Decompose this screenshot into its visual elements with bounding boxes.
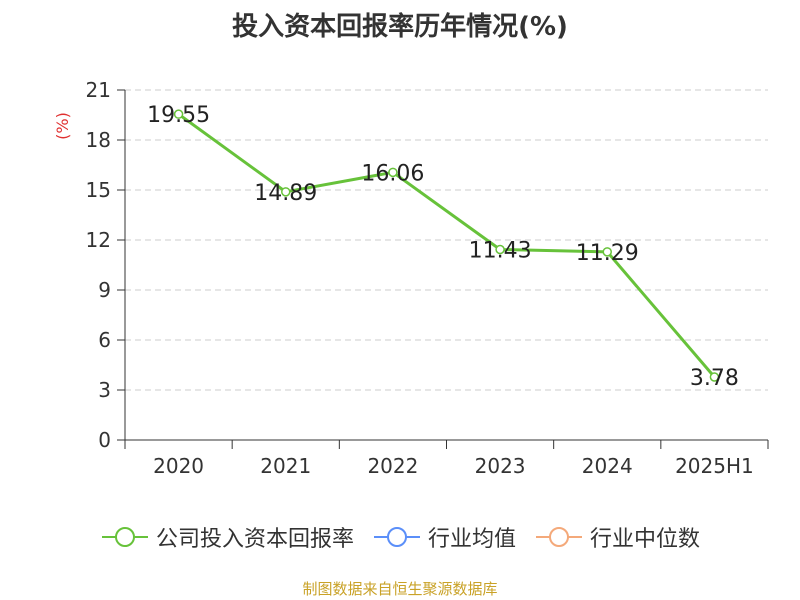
legend: 公司投入资本回报率 行业均值 行业中位数 [0, 520, 800, 554]
y-tick-label: 0 [98, 428, 111, 452]
y-tick-label: 15 [86, 178, 111, 202]
data-point [281, 187, 291, 197]
y-tick-label: 6 [98, 328, 111, 352]
y-tick-label: 12 [86, 228, 111, 252]
legend-item-industry-average[interactable]: 行业均值 [372, 521, 516, 553]
y-tick-label: 3 [98, 378, 111, 402]
data-point [602, 247, 612, 257]
legend-label: 公司投入资本回报率 [155, 527, 354, 552]
legend-item-industry-median[interactable]: 行业中位数 [534, 521, 700, 553]
data-label: 11.43 [469, 239, 532, 264]
data-label: 16.06 [361, 161, 424, 186]
data-point [388, 167, 398, 178]
data-label: 3.78 [690, 366, 739, 391]
chart-title: 投入资本回报率历年情况(%) [232, 12, 568, 42]
data-label: 19.55 [147, 103, 210, 128]
data-labels: 19.55 14.89 16.06 11.43 11.29 3.78 [147, 103, 739, 391]
y-tick-label: 21 [86, 78, 111, 102]
y-axis-label: (%) [53, 112, 72, 140]
data-point [709, 372, 720, 382]
grid-lines [125, 89, 768, 391]
y-tick-label: 9 [98, 278, 111, 302]
y-axis: 0 3 6 9 12 15 18 21 [86, 78, 126, 452]
x-axis: 2020 2021 2022 2023 2024 2025H1 [124, 439, 769, 478]
legend-marker-icon [536, 527, 582, 547]
source-note: 制图数据来自恒生聚源数据库 [302, 580, 498, 598]
y-tick-label: 18 [86, 128, 111, 152]
legend-marker-icon [373, 527, 420, 547]
x-tick-label: 2021 [260, 454, 311, 478]
x-tick-label: 2024 [582, 454, 633, 478]
legend-item-company[interactable]: 公司投入资本回报率 [100, 521, 354, 553]
x-tick-label: 2023 [475, 454, 526, 478]
data-label: 11.29 [576, 241, 639, 266]
legend-label: 行业均值 [427, 527, 516, 552]
x-tick-label: 2020 [153, 454, 204, 478]
data-label: 14.89 [254, 181, 317, 206]
x-tick-label: 2025H1 [675, 454, 754, 478]
series-group [173, 109, 720, 382]
data-point [173, 109, 184, 119]
x-tick-label: 2022 [367, 454, 418, 478]
legend-label: 行业中位数 [590, 527, 701, 552]
legend-marker-icon [101, 527, 148, 547]
data-point [495, 244, 505, 255]
series-line [177, 112, 716, 378]
